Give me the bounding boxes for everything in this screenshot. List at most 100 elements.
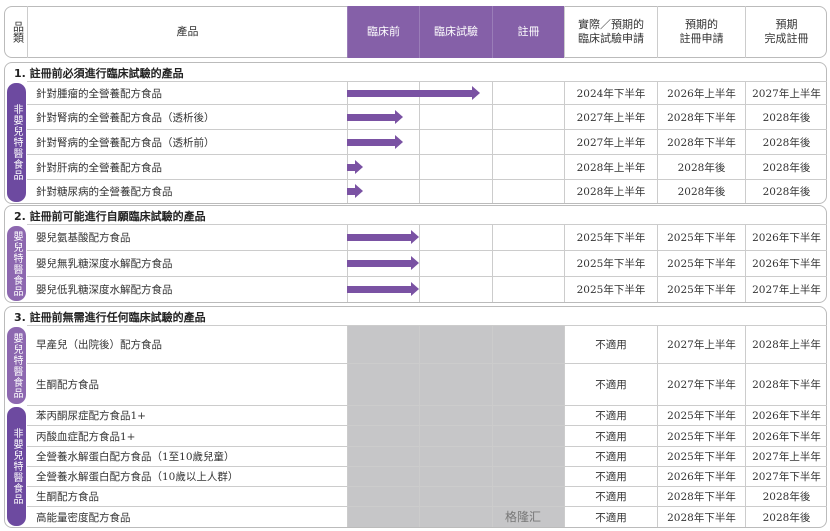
stage-cell (347, 364, 419, 405)
table-row: 全營養水解蛋白配方食品（1至10歲兒童） 不適用 2025年下半年 2027年上半年 (27, 446, 827, 466)
stage-cell (492, 180, 564, 203)
stage-cell (347, 507, 419, 527)
product-name: 針對腫瘤的全營養配方食品 (36, 87, 162, 100)
progress-arrow (347, 282, 419, 296)
registration-application-date: 2025年下半年 (657, 447, 745, 466)
table-row: 高能量密度配方食品 不適用 2028年下半年 2028年後 (27, 506, 827, 527)
stage-cell (419, 105, 492, 129)
stage-cell (347, 467, 419, 486)
registration-application-date: 2025年下半年 (657, 406, 745, 425)
product-name: 生酮配方食品 (36, 379, 99, 391)
table-row: 嬰兒無乳糖深度水解配方食品 2025年下半年 2025年下半年 2026年下半年 (27, 250, 827, 276)
table-row: 嬰兒氨基酸配方食品 2025年下半年 2025年下半年 2026年下半年 (27, 224, 827, 250)
trial-application-date: 不適用 (564, 364, 657, 405)
stage-cell (419, 426, 492, 446)
section-title: 2. 註冊前可能進行自願臨床試驗的產品 (14, 210, 206, 223)
progress-arrow (347, 184, 363, 198)
progress-arrow (347, 159, 363, 174)
registration-completion-date: 2028年後 (745, 487, 827, 506)
product-name: 嬰兒氨基酸配方食品 (36, 232, 131, 244)
stage-cell (419, 507, 492, 527)
registration-application-date: 2028年下半年 (657, 507, 745, 527)
stage-cell (419, 406, 492, 425)
section (4, 62, 827, 204)
trial-application-date: 2028年上半年 (564, 180, 657, 203)
category-tab: 嬰兒特醫食品 (7, 327, 26, 404)
registration-completion-date: 2027年下半年 (745, 467, 827, 486)
trial-application-date: 不適用 (564, 447, 657, 466)
stage-cell (347, 406, 419, 425)
registration-completion-date: 2026年下半年 (745, 251, 827, 276)
product-name: 嬰兒低乳糖深度水解配方食品 (36, 284, 173, 296)
registration-application-date: 2027年上半年 (657, 326, 745, 363)
stage-cell (492, 426, 564, 446)
table-row: 苯丙酮尿症配方食品1+ 不適用 2025年下半年 2026年下半年 (27, 405, 827, 425)
registration-application-date: 2028年後 (657, 180, 745, 203)
trial-application-date: 2025年下半年 (564, 251, 657, 276)
stage-cell (492, 447, 564, 466)
trial-application-date: 2027年上半年 (564, 130, 657, 154)
section-title: 3. 註冊前無需進行任何臨床試驗的產品 (14, 311, 206, 324)
stage-cell (347, 487, 419, 506)
stage-cell (492, 251, 564, 276)
registration-completion-date: 2026年下半年 (745, 225, 827, 250)
stage-cell (419, 155, 492, 179)
stage-cell (492, 487, 564, 506)
stage-cell (419, 277, 492, 302)
trial-application-date: 不適用 (564, 426, 657, 446)
product-name: 早產兒（出院後）配方食品 (36, 339, 162, 351)
registration-application-date: 2026年上半年 (657, 82, 745, 104)
registration-completion-date: 2028年上半年 (745, 326, 827, 363)
header-stage-clinical: 臨床試驗 (419, 6, 492, 58)
trial-application-date: 不適用 (564, 467, 657, 486)
registration-completion-date: 2028年後 (745, 507, 827, 527)
header-registration-application: 預期的 註冊申請 (657, 6, 745, 58)
stage-cell (492, 364, 564, 405)
registration-application-date: 2028年後 (657, 155, 745, 179)
registration-application-date: 2026年下半年 (657, 467, 745, 486)
trial-application-date: 2028年上半年 (564, 155, 657, 179)
not-applicable-stage-fill (493, 325, 564, 527)
stage-cell (419, 487, 492, 506)
registration-application-date: 2025年下半年 (657, 426, 745, 446)
product-name: 全營養水解蛋白配方食品（1至10歲兒童） (36, 451, 235, 463)
registration-completion-date: 2028年後 (745, 105, 827, 129)
table-row: 全營養水解蛋白配方食品（10歲以上人群） 不適用 2026年下半年 2027年下半年 (27, 466, 827, 486)
header-product: 產品 (27, 6, 347, 58)
product-name: 針對肝病的全營養配方食品 (36, 161, 162, 174)
registration-completion-date: 2026年下半年 (745, 426, 827, 446)
stage-cell (492, 277, 564, 302)
section (4, 306, 827, 528)
product-name: 針對腎病的全營養配方食品（透析後） (36, 111, 215, 124)
product-name: 高能量密度配方食品 (36, 511, 131, 524)
stage-cell (419, 467, 492, 486)
stage-cell (419, 251, 492, 276)
stage-cell (492, 406, 564, 425)
registration-application-date: 2025年下半年 (657, 225, 745, 250)
not-applicable-stage-fill (348, 325, 419, 527)
table-row: 丙酸血症配方食品1+ 不適用 2025年下半年 2026年下半年 (27, 425, 827, 446)
product-name: 嬰兒無乳糖深度水解配方食品 (36, 258, 173, 270)
trial-application-date: 2027年上半年 (564, 105, 657, 129)
stage-cell (347, 447, 419, 466)
registration-application-date: 2027年下半年 (657, 364, 745, 405)
table-row: 生酮配方食品 不適用 2028年下半年 2028年後 (27, 486, 827, 506)
header-category: 品類 (11, 21, 25, 43)
table-row: 生酮配方食品 不適用 2027年下半年 2028年下半年 (27, 363, 827, 405)
product-name: 針對糖尿病的全營養配方食品 (36, 186, 173, 198)
trial-application-date: 不適用 (564, 406, 657, 425)
stage-cell (492, 130, 564, 154)
stage-cell (419, 364, 492, 405)
stage-cell (492, 155, 564, 179)
registration-application-date: 2028年下半年 (657, 487, 745, 506)
table-row: 針對腎病的全營養配方食品（透析後） 2027年上半年 2028年下半年 2028年後 (27, 104, 827, 129)
category-tab: 非嬰兒特醫食品 (7, 83, 26, 202)
header-trial-application: 實際／預期的 臨床試驗申請 (564, 6, 657, 58)
header-stage-preclinical: 臨床前 (347, 6, 419, 58)
product-name: 針對腎病的全營養配方食品（透析前） (36, 136, 215, 149)
stage-cell (347, 426, 419, 446)
stage-cell (492, 82, 564, 104)
trial-application-date: 2024年下半年 (564, 82, 657, 104)
stage-cell (419, 225, 492, 250)
table-row: 嬰兒低乳糖深度水解配方食品 2025年下半年 2025年下半年 2027年上半年 (27, 276, 827, 302)
